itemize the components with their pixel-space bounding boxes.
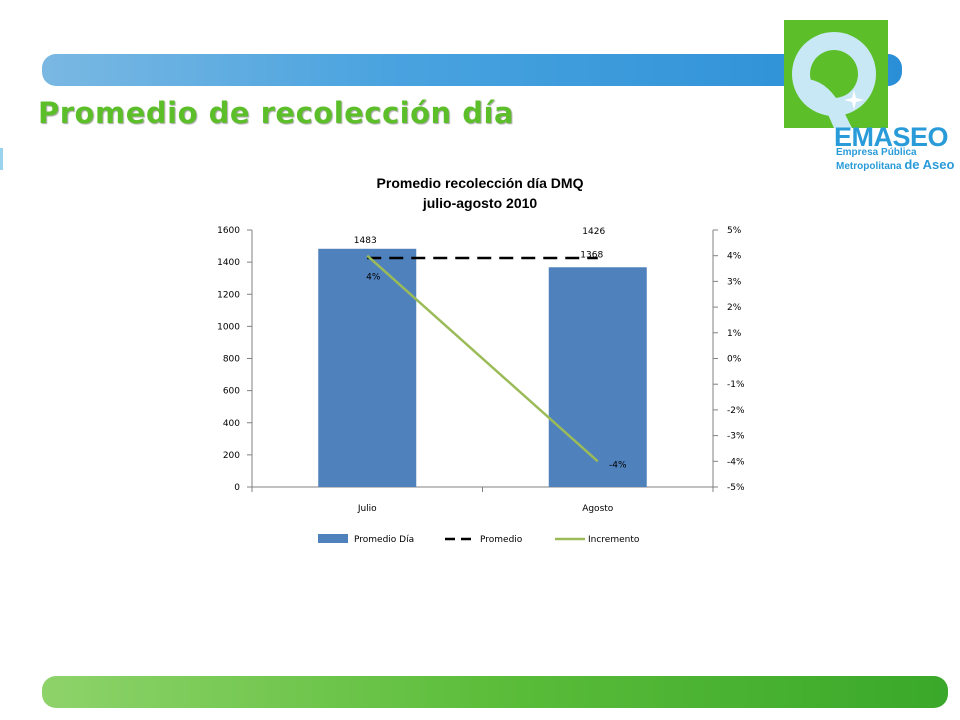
primary-tick-label: 800	[223, 355, 240, 365]
secondary-tick-label: -1%	[727, 380, 745, 390]
legend-label-incremento: Incremento	[588, 535, 640, 545]
incremento-value-label: 4%	[366, 273, 381, 283]
top-decorative-band	[42, 54, 902, 86]
legend-label-promedio-dia: Promedio Día	[354, 535, 414, 545]
chart-subtitle: julio-agosto 2010	[422, 195, 538, 211]
promedio-value-label: 1426	[582, 227, 605, 237]
chart-data-labels: 1483 1368 1426 4% -4%	[354, 227, 627, 470]
incremento-value-label: -4%	[609, 460, 627, 470]
bar-julio	[318, 248, 417, 487]
chart-bars	[318, 248, 647, 487]
bar-value-label: 1368	[580, 250, 603, 260]
primary-tick-label: 200	[223, 451, 240, 461]
bar-agosto	[548, 267, 647, 487]
logo-subtitle-2-de: de Aseo	[904, 157, 955, 172]
logo-subtitle-2-text: Metropolitana	[836, 161, 902, 172]
secondary-tick-label: -2%	[727, 406, 745, 416]
logo-subtitle-1: Empresa Pública	[836, 147, 917, 158]
secondary-tick-label: -4%	[727, 457, 745, 467]
incremento-line	[366, 254, 599, 463]
bottom-decorative-band	[42, 676, 948, 708]
chart-lines	[366, 254, 599, 463]
left-edge-accent	[0, 148, 3, 170]
secondary-tick-label: 0%	[727, 355, 742, 365]
secondary-tick-label: 1%	[727, 329, 742, 339]
secondary-tick-label: 2%	[727, 303, 742, 313]
secondary-tick-label: 3%	[727, 277, 742, 287]
secondary-tick-label: -3%	[727, 432, 745, 442]
bar-value-label: 1483	[354, 236, 377, 246]
chart-axes: 0 200 400 600 800 1000 1200 1400 1600 -5% -4% -3% -2…	[217, 226, 745, 514]
primary-tick-label: 0	[234, 483, 240, 493]
primary-tick-label: 1600	[217, 226, 240, 236]
secondary-tick-label: 4%	[727, 252, 742, 262]
logo-name: EMASEO	[834, 122, 949, 152]
legend-label-promedio: Promedio	[480, 535, 523, 545]
legend-swatch-promedio-dia	[318, 534, 348, 543]
slide-title: Promedio de recolección día	[38, 96, 515, 130]
primary-tick-label: 1400	[217, 258, 240, 268]
x-tick-label: Julio	[357, 504, 377, 514]
secondary-tick-label: -5%	[727, 483, 745, 493]
x-tick-label: Agosto	[582, 504, 614, 514]
primary-tick-label: 600	[223, 387, 240, 397]
primary-tick-label: 1000	[217, 322, 240, 332]
emaseo-logo-icon	[784, 20, 888, 128]
chart-title: Promedio recolección día DMQ	[377, 175, 584, 191]
logo-subtitle-2: Metropolitana de Aseo	[836, 157, 954, 172]
chart-legend: Promedio Día Promedio Incremento	[318, 534, 640, 545]
primary-tick-label: 1200	[217, 290, 240, 300]
primary-tick-label: 400	[223, 419, 240, 429]
secondary-tick-label: 5%	[727, 226, 742, 236]
